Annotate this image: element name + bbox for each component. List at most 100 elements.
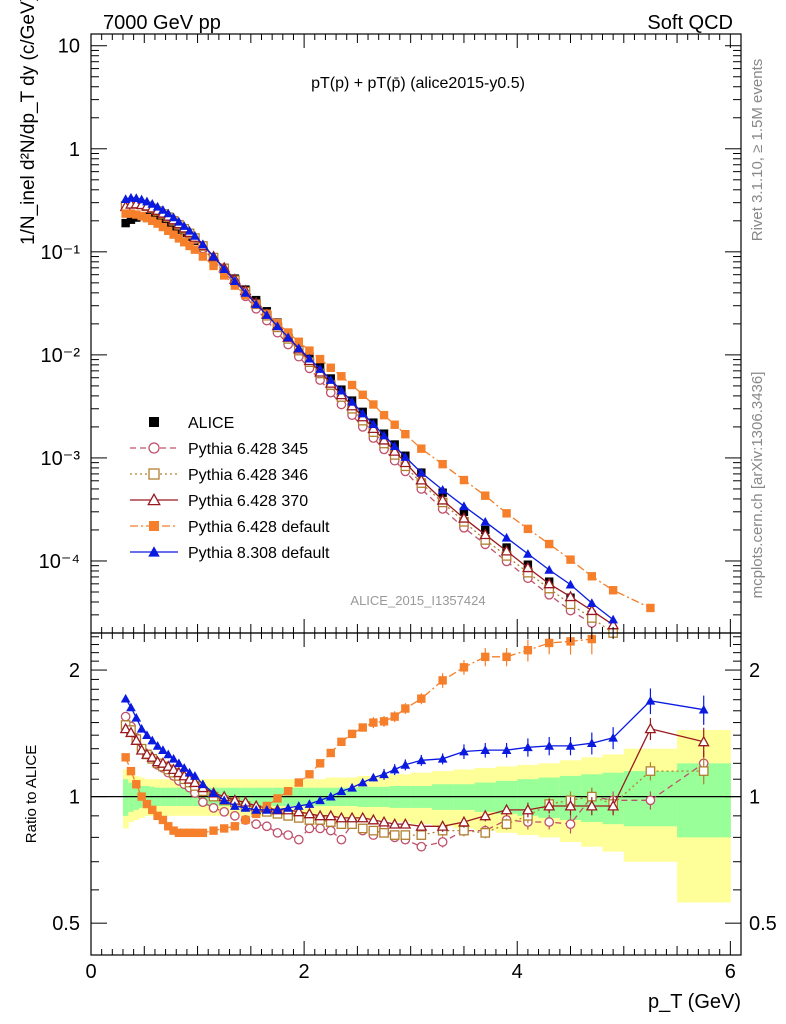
data-marker [544,638,554,648]
data-marker [119,722,132,734]
data-marker [315,354,325,364]
data-marker [121,218,130,228]
data-marker [121,209,130,218]
data-marker [136,194,147,204]
data-marker [142,214,152,223]
data-marker [169,230,178,239]
uncertainty-band-stat [517,779,540,816]
data-marker [368,772,379,782]
legend-label: Pythia 6.428 default [188,519,330,536]
data-marker [697,735,710,747]
data-marker [198,779,208,789]
analysis-id: ALICE_2015_I1357424 [350,593,485,608]
data-marker [174,758,184,768]
legend-entry: Pythia 6.428 370 [130,492,308,510]
data-marker [141,748,153,759]
data-marker [152,201,163,211]
data-marker [230,276,240,285]
data-marker [304,353,315,363]
data-marker [523,742,533,752]
data-marker [305,770,314,779]
data-marker [169,222,178,231]
data-marker [126,702,136,712]
data-marker [149,417,159,427]
data-marker [208,251,219,261]
legend-label: ALICE [188,415,234,432]
data-marker [400,830,411,840]
y-tick-label-right: 0.5 [749,913,777,935]
data-marker [132,210,141,219]
data-marker [437,485,448,494]
data-marker [587,572,597,581]
data-marker [293,801,304,810]
data-marker [325,375,336,384]
data-marker [586,738,597,748]
data-marker [437,837,448,847]
data-marker [283,787,293,796]
data-marker [564,799,577,811]
data-marker [401,429,410,439]
data-marker [179,763,190,772]
data-marker [378,815,390,827]
data-marker [357,777,368,787]
data-marker [565,579,576,589]
data-marker [315,364,325,373]
data-marker [357,408,368,418]
data-marker [500,803,513,815]
data-marker [147,492,161,506]
y-tick-label: 1 [69,139,80,161]
series-line [125,716,705,848]
data-marker [230,810,240,821]
data-marker [251,819,262,829]
data-marker [240,803,251,812]
data-marker [251,299,261,309]
data-marker [292,805,305,817]
data-marker [148,216,157,226]
data-marker [198,252,208,261]
data-marker [417,694,426,703]
data-marker [480,516,491,526]
data-marker [523,524,533,534]
data-marker [357,823,368,834]
data-marker [336,834,347,845]
data-marker [565,819,576,829]
data-marker [158,745,168,754]
data-marker [459,475,469,485]
data-marker [379,430,389,440]
data-marker [368,825,379,836]
data-marker [209,261,218,271]
data-marker [502,652,511,662]
data-marker [198,797,208,808]
data-marker [389,764,400,774]
data-marker [501,745,512,754]
data-marker [326,363,335,372]
data-marker [148,546,160,557]
x-tick-label: 2 [299,961,310,983]
y-tick-label: 10⁻¹ [41,242,81,264]
data-marker [400,760,411,769]
data-marker [315,759,325,768]
y-axis-title: 1/N_inel d²N/dp_T dy (c/GeV) [18,0,39,245]
data-marker [459,746,469,756]
header-left: 7000 GeV pp [103,12,221,34]
data-marker [126,215,136,224]
data-marker [180,828,189,838]
data-marker [219,795,230,805]
data-marker [158,217,168,226]
legend-entry: Pythia 6.428 345 [130,441,308,458]
data-marker [501,532,512,542]
data-marker [698,766,709,776]
data-marker [523,645,533,655]
data-marker [481,652,490,662]
data-marker [208,803,219,813]
data-marker [125,726,137,738]
side-label-rivet: Rivet 3.1.10, ≥ 1.5M events [749,59,766,242]
data-marker [261,805,272,814]
data-marker [230,801,240,810]
data-marker [521,561,534,573]
data-marker [209,826,218,835]
data-marker [401,704,410,713]
data-marker [565,599,576,610]
data-marker [645,766,656,776]
data-marker [241,815,250,825]
